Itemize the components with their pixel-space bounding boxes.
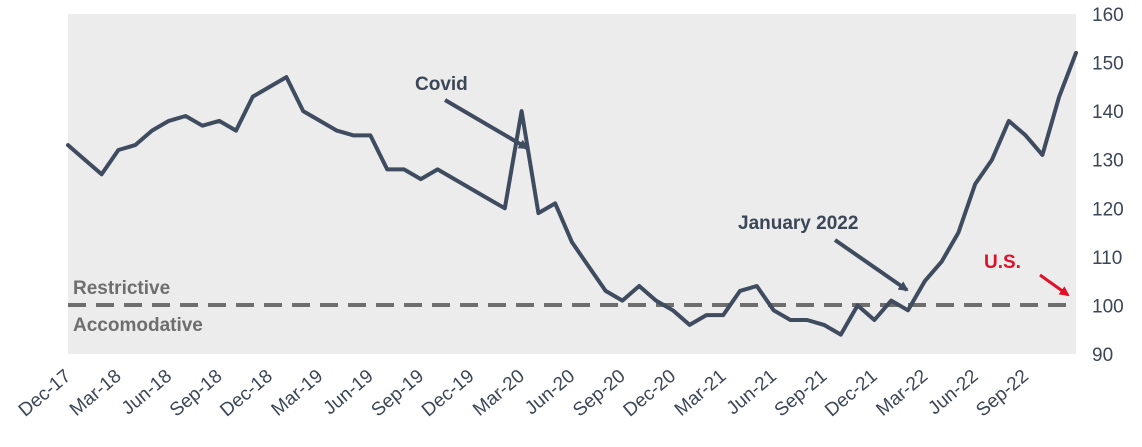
x-tick-label: Dec-19 [418, 366, 478, 421]
y-tick-label: 100 [1092, 296, 1124, 317]
x-tick-label: Sep-18 [166, 366, 226, 421]
covid-arrow [443, 98, 529, 150]
y-tick-label: 130 [1092, 151, 1124, 172]
y-tick-label: 160 [1092, 5, 1124, 26]
x-tick-label: Mar-21 [671, 366, 731, 421]
x-tick-label: Mar-18 [66, 366, 126, 421]
covid-annotation: Covid [415, 74, 468, 95]
x-tick-label: Mar-20 [469, 366, 529, 421]
january-2022-annotation: January 2022 [738, 213, 858, 234]
x-tick-label: Jun-19 [320, 366, 378, 419]
us-arrow [1039, 273, 1070, 297]
x-axis-ticks: Dec-17Mar-18Jun-18Sep-18Dec-18Mar-19Jun-… [15, 366, 1033, 421]
x-tick-label: Jun-18 [118, 366, 176, 419]
x-tick-label: Jun-20 [521, 366, 579, 419]
y-tick-label: 150 [1092, 54, 1124, 75]
x-tick-label: Sep-22 [972, 366, 1032, 421]
y-tick-label: 120 [1092, 199, 1124, 220]
x-tick-label: Sep-21 [771, 366, 831, 421]
us-label: U.S. [984, 252, 1021, 273]
x-tick-label: Mar-22 [872, 366, 932, 421]
x-tick-label: Dec-20 [620, 366, 680, 421]
restrictive-label: Restrictive [73, 278, 170, 299]
x-tick-label: Dec-18 [216, 366, 276, 421]
y-tick-label: 110 [1092, 248, 1122, 269]
x-tick-label: Sep-20 [569, 366, 629, 421]
y-axis-ticks: 90 100 110 120 130 140 150 160 [1092, 5, 1124, 366]
x-tick-label: Jun-22 [924, 366, 982, 419]
x-tick-label: Dec-17 [15, 366, 75, 421]
x-tick-label: Mar-19 [268, 366, 328, 421]
x-tick-label: Jun-21 [723, 366, 781, 419]
y-tick-label: 140 [1092, 102, 1124, 123]
series-line [66, 50, 1078, 337]
x-tick-label: Sep-19 [368, 366, 428, 421]
y-tick-label: 90 [1092, 345, 1113, 366]
january-2022-arrow [833, 238, 909, 292]
plot-area [68, 14, 1076, 354]
x-tick-label: Dec-21 [821, 366, 881, 421]
accomodative-label: Accomodative [73, 315, 203, 336]
